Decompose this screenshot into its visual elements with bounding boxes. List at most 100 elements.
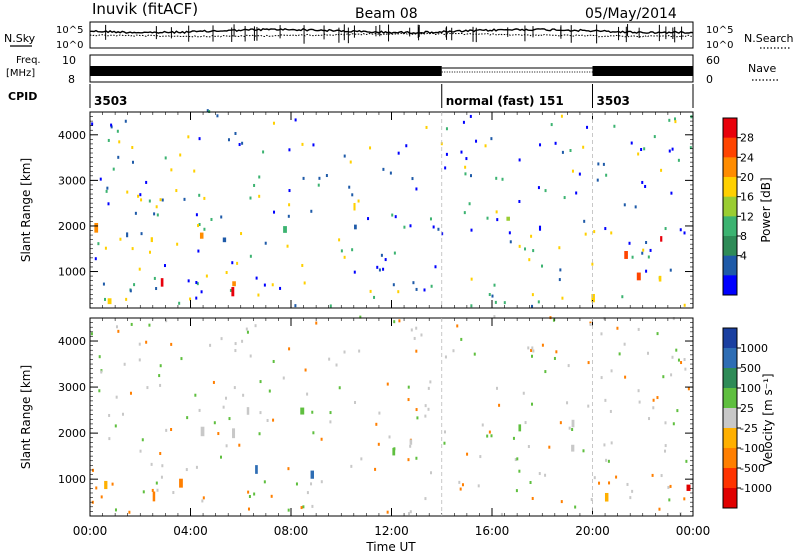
heat-cell <box>384 258 387 262</box>
heat-cell <box>415 287 418 291</box>
heat-cell <box>610 369 613 373</box>
heat-cell <box>658 275 662 282</box>
heat-cell <box>563 196 566 200</box>
heat-cell <box>258 432 261 436</box>
heat-cell <box>615 475 618 479</box>
heat-cell <box>459 487 462 491</box>
colorbar-tick-label: 4 <box>740 250 747 263</box>
heat-cell <box>674 120 677 124</box>
heat-cell <box>288 189 291 193</box>
heat-cell <box>255 465 258 474</box>
freq-tick-high: 10 <box>62 54 76 67</box>
heat-cell <box>263 283 266 287</box>
noise-tick-low-right: 10^0 <box>706 40 733 51</box>
heat-cell <box>621 295 624 299</box>
heat-cell <box>253 492 256 496</box>
x-tick-label: 12:00 <box>374 524 409 538</box>
heat-cell <box>310 470 314 479</box>
heat-cell <box>605 173 608 177</box>
heat-cell <box>212 380 215 384</box>
heat-cell <box>488 293 491 297</box>
heat-cell <box>304 368 307 372</box>
heat-cell <box>200 290 203 294</box>
heat-cell <box>680 361 683 365</box>
heat-cell <box>220 337 223 341</box>
heat-cell <box>338 386 341 390</box>
heat-cell <box>195 281 198 285</box>
colorbar-swatch <box>723 328 737 349</box>
heat-cell <box>195 213 198 217</box>
colorbar-tick-label: 500 <box>740 362 761 375</box>
heat-cell <box>571 444 575 452</box>
heat-cell <box>470 304 473 308</box>
heat-cell <box>134 211 137 215</box>
freq-block <box>592 66 693 76</box>
cpid-segment-label: normal (fast) 151 <box>446 94 564 108</box>
heat-cell <box>539 143 542 147</box>
heat-cell <box>470 277 473 281</box>
heat-cell <box>552 318 555 322</box>
heat-cell <box>460 150 463 154</box>
heat-cell <box>104 480 108 490</box>
heat-cell <box>584 232 587 236</box>
heat-cell <box>415 349 418 353</box>
heat-cell <box>180 357 183 361</box>
heat-cell <box>538 225 542 231</box>
heat-cell <box>142 490 145 494</box>
heat-cell <box>107 202 110 206</box>
heat-cell <box>675 348 678 352</box>
heat-cell <box>155 481 158 485</box>
heat-cell <box>538 472 541 476</box>
heat-cell <box>514 458 517 462</box>
heat-cell <box>597 162 600 166</box>
heat-cell <box>320 480 323 484</box>
cpid-segment-label: 3503 <box>94 94 127 108</box>
heat-cell <box>559 268 562 272</box>
heat-cell <box>571 419 575 428</box>
heat-cell <box>369 289 372 293</box>
heat-cell <box>630 141 633 145</box>
heat-cell <box>367 217 370 221</box>
heat-cell <box>397 151 400 155</box>
heat-cell <box>645 269 648 273</box>
x-tick-label: 00:00 <box>676 524 711 538</box>
heat-cell <box>198 408 201 412</box>
heat-cell <box>176 242 179 246</box>
heat-cell <box>145 340 148 344</box>
cpid-segments: 3503 normal (fast) 151 3503 <box>94 84 630 108</box>
heat-cell <box>664 421 667 425</box>
heat-cell <box>279 286 282 290</box>
heat-cell <box>416 416 419 420</box>
heat-cell <box>225 271 228 275</box>
heat-cell <box>468 202 471 206</box>
heat-cell <box>607 459 610 463</box>
colorbar-frame <box>722 327 738 509</box>
noise-tick-high-left: 10^5 <box>56 25 83 36</box>
heat-cell <box>593 476 596 480</box>
nave-label: Nave <box>748 62 776 75</box>
heat-cell <box>373 295 376 299</box>
heat-cell <box>249 354 252 358</box>
heat-cell <box>610 441 613 445</box>
heat-cell <box>671 355 674 359</box>
colorbar-swatch <box>723 236 737 257</box>
heat-cell <box>335 363 338 367</box>
heat-cell <box>343 350 346 354</box>
heat-cell <box>397 290 400 294</box>
heat-cell <box>501 177 504 181</box>
heat-cell <box>198 193 201 197</box>
heat-cell <box>600 332 603 336</box>
heat-cell <box>689 146 692 150</box>
heat-cell <box>170 428 173 432</box>
heat-cell <box>412 281 415 285</box>
heat-cell <box>350 464 353 468</box>
colorbar-swatch <box>723 348 737 369</box>
heat-cell <box>311 504 314 508</box>
heat-cell <box>343 255 346 259</box>
heat-cell <box>359 315 362 319</box>
heat-cell <box>434 265 437 269</box>
heat-cell <box>225 396 228 400</box>
heat-cell <box>273 210 276 214</box>
heat-cell <box>179 478 183 488</box>
